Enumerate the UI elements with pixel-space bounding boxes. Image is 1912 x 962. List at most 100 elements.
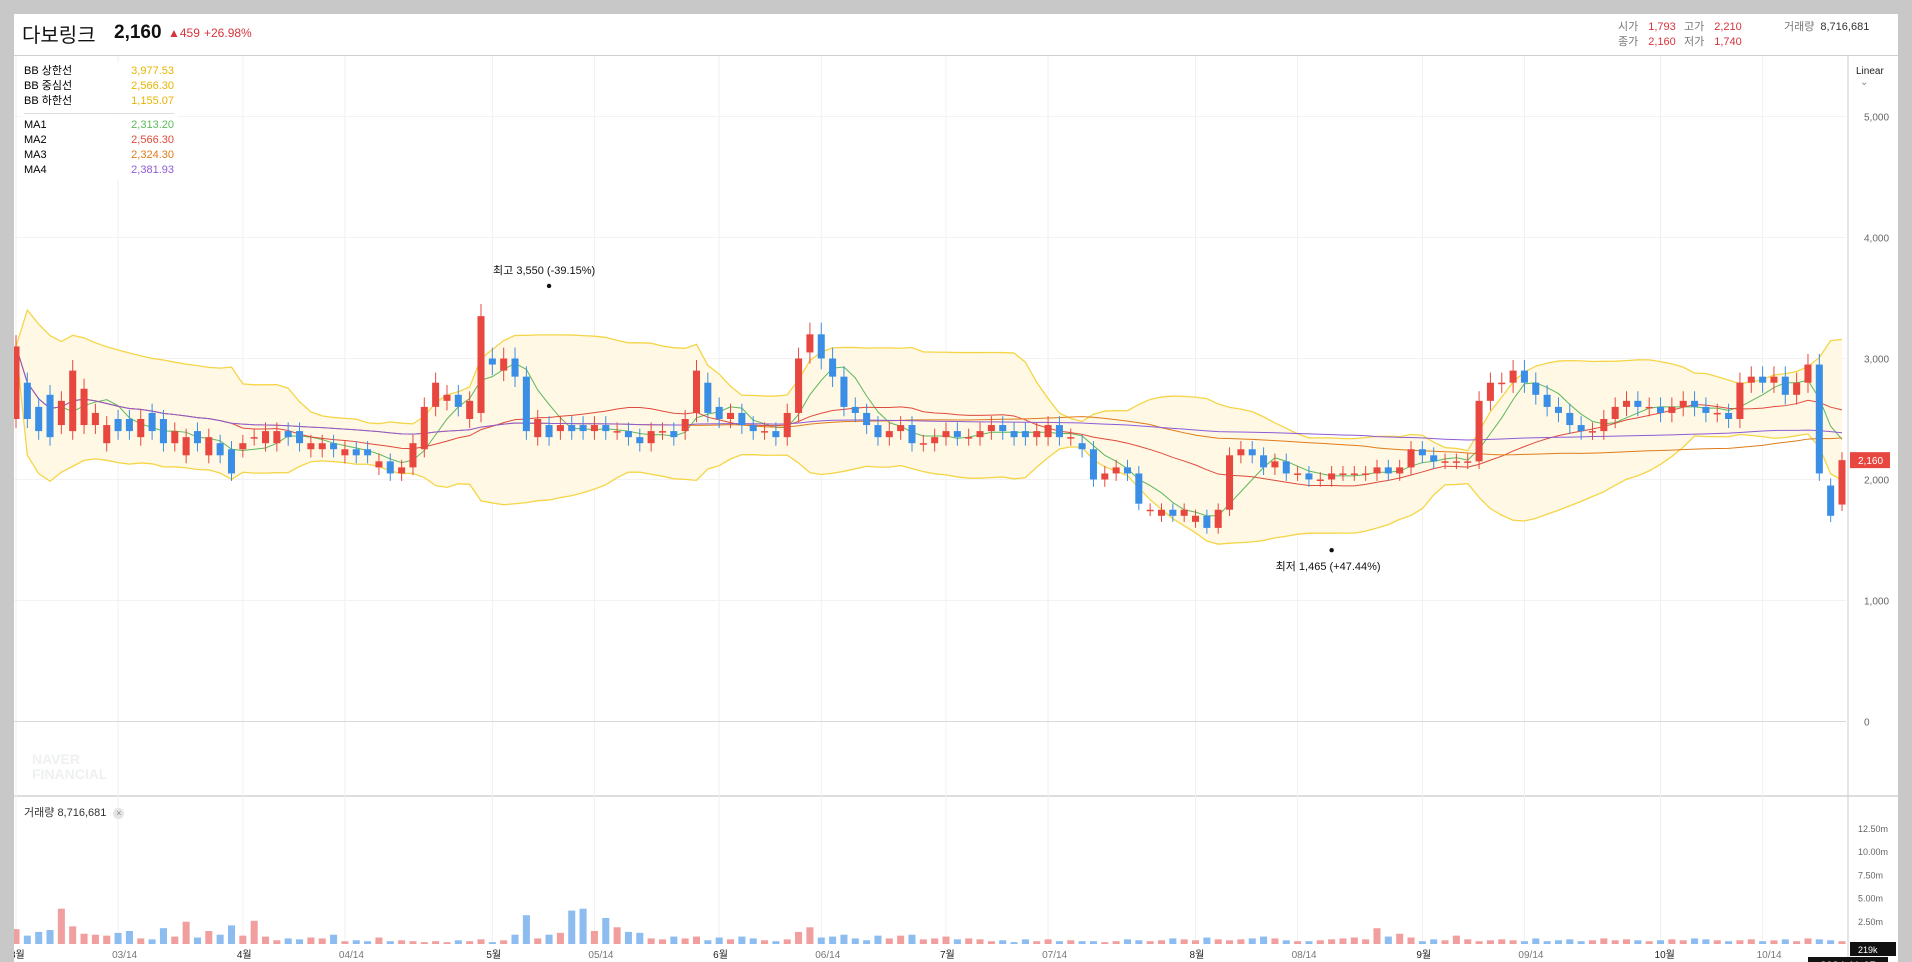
close-label: 종가 — [1618, 36, 1639, 48]
candle-body — [1237, 449, 1245, 456]
volume-label: 거래량 — [1784, 21, 1815, 33]
candle-body — [1611, 406, 1619, 419]
volume-bar — [681, 938, 689, 944]
candle-body — [783, 412, 791, 438]
candle-body — [534, 419, 542, 438]
volume-bar — [261, 936, 270, 944]
candle-body — [250, 437, 258, 439]
stock-name: 다보링크 — [22, 25, 96, 47]
volume-bar — [840, 934, 848, 944]
x-tick-label: 08/14 — [1292, 950, 1317, 961]
volume-bar — [330, 934, 338, 944]
volume-bar — [91, 934, 99, 944]
volume-bar — [148, 939, 156, 944]
candle-body — [1282, 461, 1290, 474]
candle-body — [375, 461, 383, 468]
candle-body — [1260, 455, 1268, 468]
candle-body — [1577, 425, 1585, 432]
volume-bar — [454, 940, 462, 944]
candle-body — [443, 394, 451, 401]
volume-bar — [193, 937, 201, 944]
candle-body — [296, 431, 304, 444]
volume-bar — [1611, 940, 1619, 944]
volume-value: 8,716,681 — [1820, 21, 1870, 33]
annotation-marker — [546, 283, 552, 289]
candle-body — [69, 370, 77, 432]
volume-bar — [1373, 928, 1381, 944]
volume-tick-label: 12.50m — [1858, 824, 1888, 834]
volume-bar — [1396, 933, 1404, 944]
candle-body — [1691, 400, 1699, 407]
volume-tick-label: 10.00m — [1858, 847, 1888, 857]
volume-bar — [556, 932, 564, 944]
candle-body — [1021, 431, 1029, 438]
scale-dropdown[interactable]: Linear ⌄ — [1856, 66, 1898, 88]
volume-bar — [670, 936, 678, 944]
candle-body — [1679, 400, 1687, 407]
volume-bar — [1781, 939, 1789, 944]
volume-bar — [727, 939, 735, 944]
price-chart[interactable]: 0 1,000 2,000 3,000 4,000 5,000 최고 3,550 (-39.… — [14, 14, 1898, 962]
volume-bar — [534, 938, 542, 944]
close-icon[interactable]: × — [113, 808, 125, 819]
candle-body — [1747, 376, 1755, 383]
x-tick-label: 7월 — [940, 949, 955, 961]
candle-body — [636, 437, 644, 444]
candle-body — [556, 425, 564, 432]
volume-bar — [568, 910, 576, 944]
indicator-legend: BB 상한선 3,977.53 BB 중심선 2,566.30 BB 하한선 1,15… — [20, 62, 178, 180]
volume-bar — [420, 942, 428, 944]
volume-bar — [1509, 940, 1517, 944]
x-tick-label: 10월 — [1655, 949, 1675, 961]
volume-bar — [1532, 938, 1540, 944]
legend-ma1: MA1 2,313.20 — [24, 119, 174, 131]
candle-body — [1407, 449, 1415, 468]
volume-bar — [14, 929, 20, 944]
volume-bar — [477, 939, 485, 944]
candle-body — [692, 370, 701, 413]
volume-bar — [987, 941, 995, 944]
volume-bar — [1418, 941, 1426, 944]
candle-body — [579, 425, 587, 432]
volume-bar — [1316, 940, 1324, 944]
volume-bar — [965, 938, 973, 944]
candle-body — [57, 400, 65, 426]
candle-body — [953, 431, 961, 438]
candle-body — [670, 431, 678, 438]
x-tick-label: 5월 — [486, 949, 501, 961]
volume-bar — [1362, 939, 1370, 944]
volume-bar — [1793, 941, 1801, 944]
candle-body — [1169, 509, 1177, 516]
candle-body — [1770, 376, 1778, 383]
candle-body — [715, 406, 723, 419]
candle-body — [840, 376, 848, 407]
volume-bar — [1135, 940, 1143, 944]
candle-body — [681, 419, 689, 432]
x-tick-label: 07/14 — [1042, 950, 1067, 961]
bb-upper-line — [15, 308, 1843, 452]
bb-lower-line — [15, 346, 1843, 545]
candle-body — [1362, 473, 1370, 475]
price-change-pct: +26.98% — [204, 26, 252, 40]
volume-bar — [885, 938, 893, 944]
candle-body — [1384, 467, 1392, 474]
volume-bar — [1588, 940, 1597, 944]
volume-bar — [1203, 937, 1211, 944]
x-tick-label: 9월 — [1416, 949, 1431, 961]
candle-body — [1180, 509, 1188, 516]
candle-body — [1827, 485, 1835, 516]
candle-body — [919, 443, 927, 445]
candle-body — [23, 382, 31, 419]
candle-body — [1101, 473, 1109, 480]
candle-body — [432, 382, 440, 407]
close-stat: 종가 2,160 — [1618, 33, 1676, 49]
current-price: 2,160 — [114, 22, 162, 43]
volume-bar — [1827, 940, 1835, 944]
volume-bar — [1157, 940, 1166, 944]
volume-bar — [375, 937, 383, 944]
legend-bb-lower: BB 하한선 1,155.07 — [24, 95, 174, 107]
volume-bar — [1101, 942, 1109, 944]
x-tick-label: 05/14 — [588, 950, 613, 961]
candle-body — [545, 425, 553, 438]
volume-bar — [704, 940, 712, 944]
